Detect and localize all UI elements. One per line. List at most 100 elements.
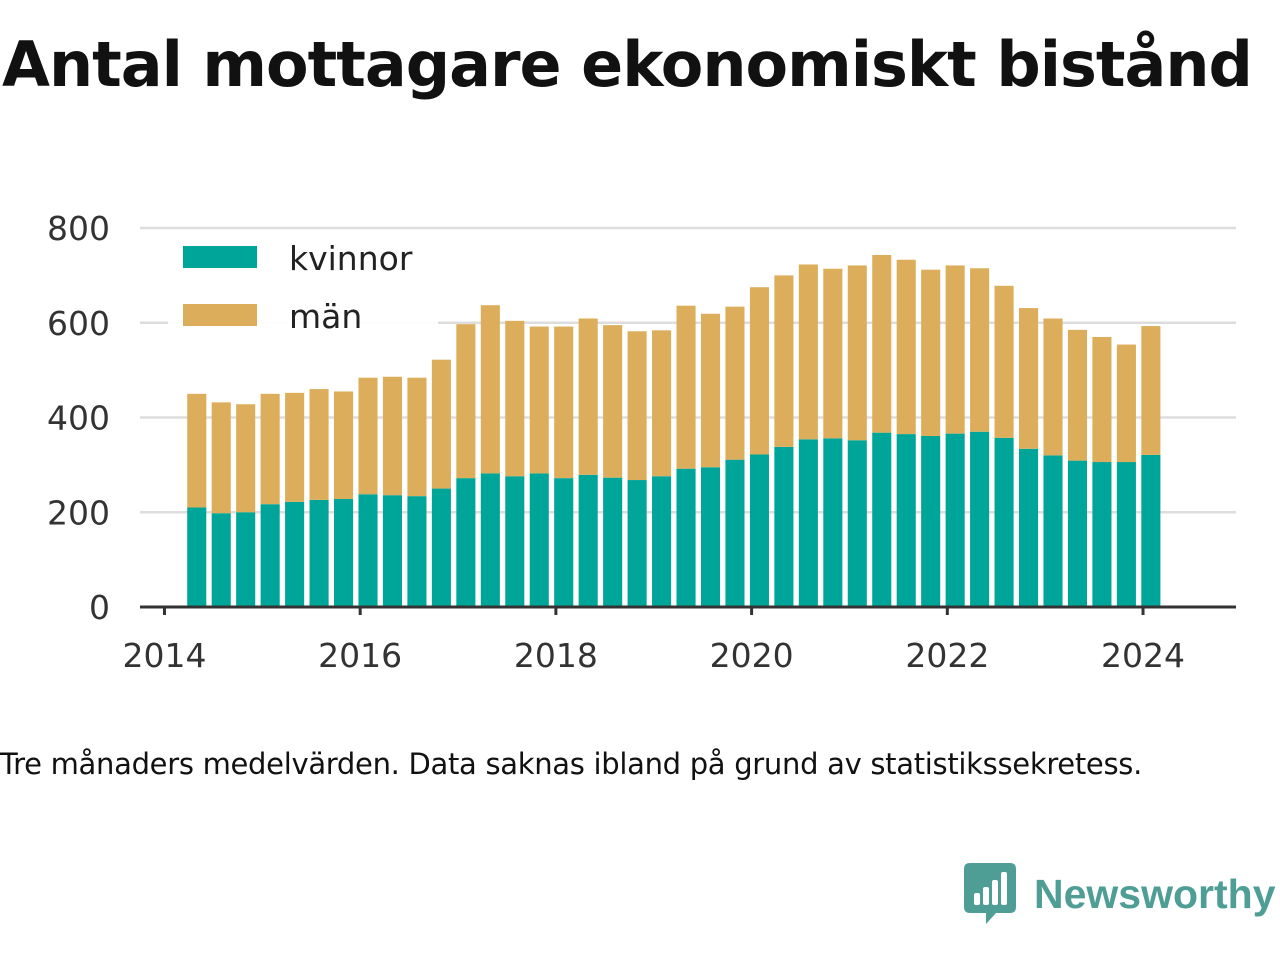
bar-kvinnor [1043, 455, 1063, 607]
bar-kvinnor [798, 439, 818, 607]
bar-kvinnor [578, 474, 598, 607]
bar-kvinnor [309, 499, 329, 607]
bar-man [456, 324, 476, 479]
x-tick-label: 2022 [905, 636, 989, 675]
bar-man [970, 268, 990, 432]
bar-man [872, 255, 892, 433]
bar-kvinnor [652, 476, 672, 607]
bar-man [431, 359, 451, 489]
bar-kvinnor [260, 504, 280, 607]
bar-man [1116, 344, 1136, 463]
bar-kvinnor [945, 433, 965, 607]
bar-man [1043, 318, 1063, 456]
legend-label-kvinnor: kvinnor [289, 239, 413, 278]
bar-kvinnor [1116, 462, 1136, 607]
bar-man [211, 402, 231, 514]
bar-man [309, 389, 329, 500]
bar-kvinnor [187, 507, 207, 607]
bar-kvinnor [358, 494, 378, 607]
bar-man [652, 330, 672, 477]
bar-man [603, 325, 623, 478]
newsworthy-logo-icon [964, 863, 1016, 924]
bar-man [382, 376, 403, 496]
bar-kvinnor [847, 440, 867, 607]
bar-kvinnor [725, 459, 745, 607]
bar-kvinnor [236, 512, 256, 607]
bar-man [187, 393, 207, 508]
y-axis-ticks: 0 200 400 600 800 [47, 209, 110, 627]
bar-kvinnor [554, 478, 574, 607]
bar-man [847, 265, 867, 441]
bar-man [676, 305, 696, 469]
bar-man [700, 313, 721, 468]
bar-kvinnor [676, 468, 696, 607]
bar-man [798, 264, 818, 440]
brand-logo: Newsworthy [964, 862, 1276, 926]
x-tick-label: 2016 [318, 636, 402, 675]
bar-kvinnor [505, 476, 525, 607]
bar-man [554, 326, 574, 479]
y-tick-label: 800 [47, 209, 110, 248]
bar-kvinnor [1067, 460, 1088, 607]
chart-title: Antal mottagare ekonomiskt bistånd [2, 28, 1253, 101]
bar-kvinnor [970, 431, 990, 607]
legend-swatch-man [183, 304, 257, 326]
x-tick-label: 2018 [514, 636, 598, 675]
legend-label-man: män [289, 297, 362, 336]
bar-kvinnor [480, 473, 500, 607]
bar-man [334, 391, 354, 499]
bar-man [578, 318, 598, 475]
bar-man [1092, 336, 1112, 463]
bar-man [285, 392, 305, 502]
brand-name: Newsworthy [1034, 870, 1276, 917]
legend-swatch-kvinnor [183, 246, 257, 268]
bar-kvinnor [603, 477, 623, 607]
bar-kvinnor [285, 501, 305, 607]
bar-kvinnor [921, 435, 941, 607]
bar-man [749, 287, 769, 455]
bar-man [725, 306, 745, 460]
x-tick-label: 2020 [710, 636, 794, 675]
bar-man [945, 265, 965, 434]
bar-kvinnor [407, 496, 427, 607]
x-tick-label: 2014 [122, 636, 206, 675]
bar-man [921, 269, 941, 436]
bar-man [1067, 329, 1088, 461]
bar-kvinnor [700, 467, 721, 607]
bar-kvinnor [431, 488, 451, 607]
bar-kvinnor [872, 432, 892, 607]
bar-kvinnor [529, 473, 549, 607]
stacked-bar-chart: 2014 2016 2018 2020 2022 2024 0 200 400 600 800 k… [47, 209, 1236, 675]
bar-man [236, 404, 256, 513]
bar-man [1019, 308, 1039, 449]
bar-man [358, 377, 378, 495]
bar-man [994, 285, 1014, 438]
bar-kvinnor [627, 480, 647, 607]
bar-kvinnor [334, 498, 354, 607]
bar-man [529, 326, 549, 474]
x-tick-label: 2024 [1101, 636, 1185, 675]
bar-kvinnor [211, 513, 231, 607]
bar-man [896, 259, 916, 435]
bar-kvinnor [1092, 462, 1112, 607]
bar-kvinnor [1141, 454, 1161, 607]
x-axis-ticks: 2014 2016 2018 2020 2022 2024 [122, 607, 1185, 675]
bar-man [1141, 326, 1161, 455]
legend: kvinnor män [168, 230, 438, 342]
bar-man [823, 268, 843, 439]
y-tick-label: 600 [47, 304, 110, 343]
bar-man [505, 320, 525, 477]
bar-man [407, 377, 427, 497]
footnote: Tre månaders medelvärden. Data saknas ib… [0, 747, 1142, 781]
bar-kvinnor [1019, 448, 1039, 607]
bar-kvinnor [896, 434, 916, 607]
bar-man [260, 393, 280, 505]
y-tick-label: 200 [47, 493, 110, 532]
bar-kvinnor [456, 478, 476, 607]
bar-kvinnor [382, 495, 403, 607]
bar-kvinnor [749, 454, 769, 607]
bar-man [774, 275, 794, 447]
bar-kvinnor [823, 438, 843, 607]
bar-man [480, 305, 500, 474]
bar-man [627, 331, 647, 481]
